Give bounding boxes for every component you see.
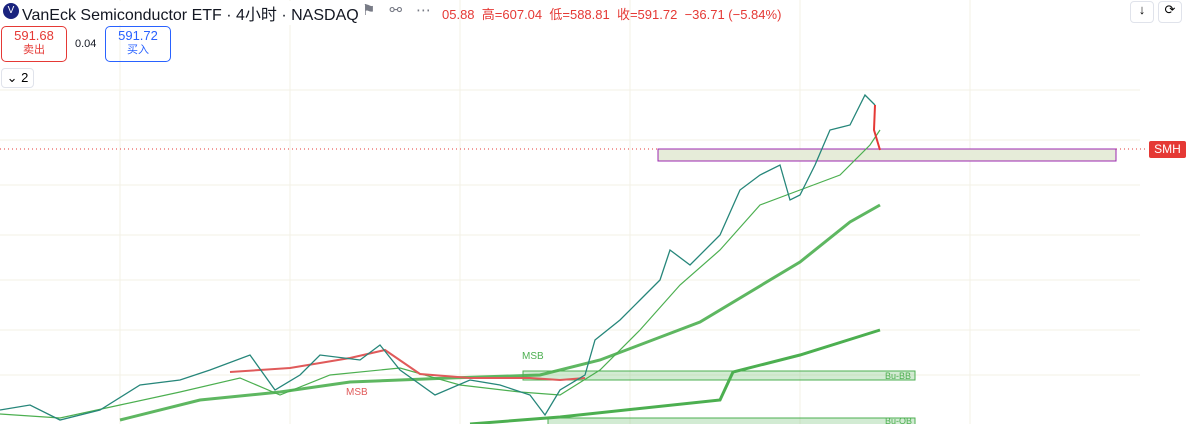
zone-label: Bu-BB [885,371,912,381]
sell-label: 卖出 [23,44,45,56]
buy-price: 591.72 [118,28,158,43]
buy-label: 买入 [127,44,149,56]
high: 高=607.04 [481,7,543,22]
sell-price: 591.68 [14,28,54,43]
toolbar-icons[interactable]: ⚑⚯⋯ [362,2,446,19]
indicators-toggle[interactable]: ⌄ 2 [1,68,34,88]
grid [0,0,1140,424]
spread: 0.04 [75,38,97,50]
price-tag: SMH [1149,141,1186,158]
annotation: MSB [522,351,544,362]
ma-line [0,129,881,419]
sell-button[interactable]: 591.68 卖出 [1,26,67,62]
ohlc: 05.88 高=607.04 低=588.81 收=591.72 −36.71 … [442,4,781,23]
close: 收=591.72 [616,7,678,22]
zone-label: Bu-OB [885,416,913,426]
zone-box [547,417,916,424]
ma-line [469,328,881,424]
buy-button[interactable]: 591.72 买入 [105,26,171,62]
title: VanEck Semiconductor ETF · 4小时 · NASDAQ [22,1,359,25]
scroll-button[interactable]: ↓ [1130,1,1154,23]
toggle-count: 2 [21,70,29,85]
annotation: MSB [346,387,368,398]
zone-box [657,148,1117,162]
low: 低=588.81 [549,7,610,22]
logo: V [3,3,19,19]
price-path [872,104,881,151]
change: −36.71 (−5.84%) [684,7,782,22]
price-path [0,93,876,421]
ma-line [119,203,881,422]
open: 05.88 [442,7,475,22]
reset-button[interactable]: ⟳ [1158,1,1182,23]
